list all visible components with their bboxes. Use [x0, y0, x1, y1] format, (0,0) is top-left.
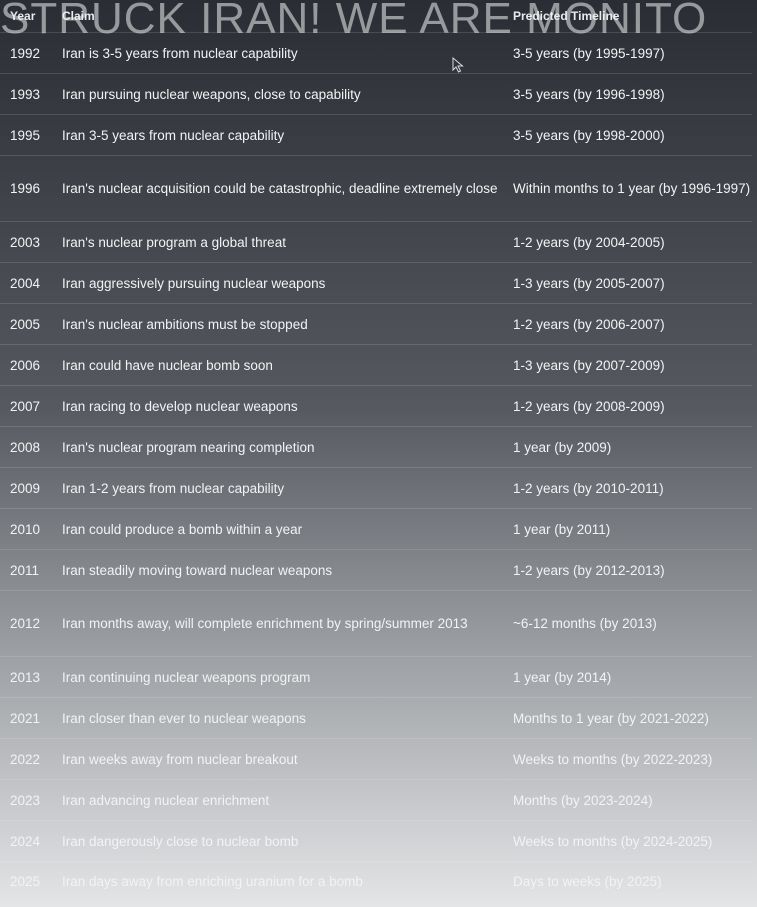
claim-cell: Iran 1-2 years from nuclear capability: [52, 467, 503, 509]
timeline-cell: 3-5 years (by 1998-2000): [503, 114, 752, 156]
table-row: 2013 Iran continuing nuclear weapons pro…: [0, 656, 752, 698]
table-row: 2006 Iran could have nuclear bomb soon 1…: [0, 344, 752, 386]
claim-cell: Iran dangerously close to nuclear bomb: [52, 820, 503, 862]
table-header-row: Year Claim Predicted Timeline: [0, 0, 752, 33]
timeline-cell: 1 year (by 2009): [503, 426, 752, 468]
claim-cell: Iran days away from enriching uranium fo…: [52, 861, 503, 900]
timeline-cell: Months to 1 year (by 2021-2022): [503, 697, 752, 739]
year-cell: 1995: [0, 114, 52, 156]
timeline-cell: ~6-12 months (by 2013): [503, 590, 752, 657]
table-row: 2021 Iran closer than ever to nuclear we…: [0, 697, 752, 739]
table-row: 1992 Iran is 3-5 years from nuclear capa…: [0, 32, 752, 74]
claim-cell: Iran racing to develop nuclear weapons: [52, 385, 503, 427]
year-cell: 2023: [0, 779, 52, 821]
timeline-cell: 3-5 years (by 1996-1998): [503, 73, 752, 115]
claim-cell: Iran is 3-5 years from nuclear capabilit…: [52, 32, 503, 74]
header-claim: Claim: [62, 9, 95, 23]
year-cell: 2025: [0, 861, 52, 900]
mouse-pointer-icon: [452, 57, 464, 73]
year-cell: 2021: [0, 697, 52, 739]
claim-cell: Iran's nuclear program a global threat: [52, 221, 503, 263]
table-row: 2011 Iran steadily moving toward nuclear…: [0, 549, 752, 591]
table-row: 1996 Iran's nuclear acquisition could be…: [0, 155, 752, 222]
claim-cell: Iran's nuclear acquisition could be cata…: [52, 155, 503, 222]
claim-cell: Iran could have nuclear bomb soon: [52, 344, 503, 386]
table-row: 2023 Iran advancing nuclear enrichment M…: [0, 779, 752, 821]
year-cell: 2022: [0, 738, 52, 780]
claim-cell: Iran's nuclear ambitions must be stopped: [52, 303, 503, 345]
year-cell: 2012: [0, 590, 52, 657]
timeline-cell: Months (by 2023-2024): [503, 779, 752, 821]
year-cell: 2010: [0, 508, 52, 550]
header-timeline: Predicted Timeline: [513, 9, 620, 23]
claim-cell: Iran advancing nuclear enrichment: [52, 779, 503, 821]
table-row: 2004 Iran aggressively pursuing nuclear …: [0, 262, 752, 304]
claim-cell: Iran pursuing nuclear weapons, close to …: [52, 73, 503, 115]
year-cell: 2024: [0, 820, 52, 862]
claim-cell: Iran steadily moving toward nuclear weap…: [52, 549, 503, 591]
table-row: 2008 Iran's nuclear program nearing comp…: [0, 426, 752, 468]
timeline-cell: 1-3 years (by 2007-2009): [503, 344, 752, 386]
year-cell: 2007: [0, 385, 52, 427]
claim-cell: Iran closer than ever to nuclear weapons: [52, 697, 503, 739]
claim-cell: Iran continuing nuclear weapons program: [52, 656, 503, 698]
claim-cell: Iran could produce a bomb within a year: [52, 508, 503, 550]
year-cell: 2005: [0, 303, 52, 345]
timeline-cell: Weeks to months (by 2024-2025): [503, 820, 752, 862]
table-row: 2007 Iran racing to develop nuclear weap…: [0, 385, 752, 427]
claim-cell: Iran months away, will complete enrichme…: [52, 590, 503, 657]
table-row: 2005 Iran's nuclear ambitions must be st…: [0, 303, 752, 345]
year-cell: 1992: [0, 32, 52, 74]
timeline-cell: 3-5 years (by 1995-1997): [503, 32, 752, 74]
year-cell: 2009: [0, 467, 52, 509]
year-cell: 2004: [0, 262, 52, 304]
timeline-cell: 1-2 years (by 2012-2013): [503, 549, 752, 591]
year-cell: 2011: [0, 549, 52, 591]
year-cell: 1993: [0, 73, 52, 115]
timeline-cell: 1 year (by 2011): [503, 508, 752, 550]
year-cell: 1996: [0, 155, 52, 222]
timeline-cell: 1-2 years (by 2008-2009): [503, 385, 752, 427]
year-cell: 2008: [0, 426, 52, 468]
table-row: 1993 Iran pursuing nuclear weapons, clos…: [0, 73, 752, 115]
timeline-cell: 1-3 years (by 2005-2007): [503, 262, 752, 304]
claim-cell: Iran aggressively pursuing nuclear weapo…: [52, 262, 503, 304]
table-row: 2024 Iran dangerously close to nuclear b…: [0, 820, 752, 862]
table-row: 2012 Iran months away, will complete enr…: [0, 590, 752, 657]
table-row: 2010 Iran could produce a bomb within a …: [0, 508, 752, 550]
timeline-cell: 1-2 years (by 2010-2011): [503, 467, 752, 509]
timeline-cell: 1-2 years (by 2006-2007): [503, 303, 752, 345]
table-row: 2003 Iran's nuclear program a global thr…: [0, 221, 752, 263]
table-row: 1995 Iran 3-5 years from nuclear capabil…: [0, 114, 752, 156]
timeline-cell: Days to weeks (by 2025): [503, 861, 752, 900]
table-row: 2025 Iran days away from enriching urani…: [0, 861, 752, 900]
year-cell: 2013: [0, 656, 52, 698]
claim-cell: Iran 3-5 years from nuclear capability: [52, 114, 503, 156]
claim-cell: Iran's nuclear program nearing completio…: [52, 426, 503, 468]
table-row: 2022 Iran weeks away from nuclear breako…: [0, 738, 752, 780]
timeline-cell: 1 year (by 2014): [503, 656, 752, 698]
claim-cell: Iran weeks away from nuclear breakout: [52, 738, 503, 780]
year-cell: 2006: [0, 344, 52, 386]
table-row: 2009 Iran 1-2 years from nuclear capabil…: [0, 467, 752, 509]
timeline-cell: Within months to 1 year (by 1996-1997): [503, 155, 752, 222]
timeline-cell: 1-2 years (by 2004-2005): [503, 221, 752, 263]
timeline-cell: Weeks to months (by 2022-2023): [503, 738, 752, 780]
header-year: Year: [10, 9, 36, 23]
year-cell: 2003: [0, 221, 52, 263]
